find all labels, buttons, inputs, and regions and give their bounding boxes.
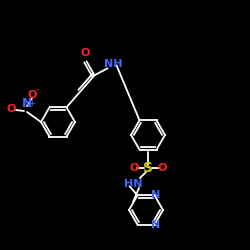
Text: O: O: [6, 104, 16, 114]
Text: NH: NH: [104, 59, 123, 69]
Text: O: O: [81, 48, 90, 58]
Text: HN: HN: [124, 179, 142, 189]
Text: N: N: [22, 97, 32, 110]
Text: O: O: [157, 163, 167, 173]
Text: -: -: [36, 86, 38, 94]
Text: S: S: [143, 161, 153, 175]
Text: O: O: [27, 90, 37, 100]
Text: O: O: [129, 163, 139, 173]
Text: +: +: [28, 100, 35, 108]
Text: N: N: [151, 220, 160, 230]
Text: N: N: [151, 190, 160, 200]
